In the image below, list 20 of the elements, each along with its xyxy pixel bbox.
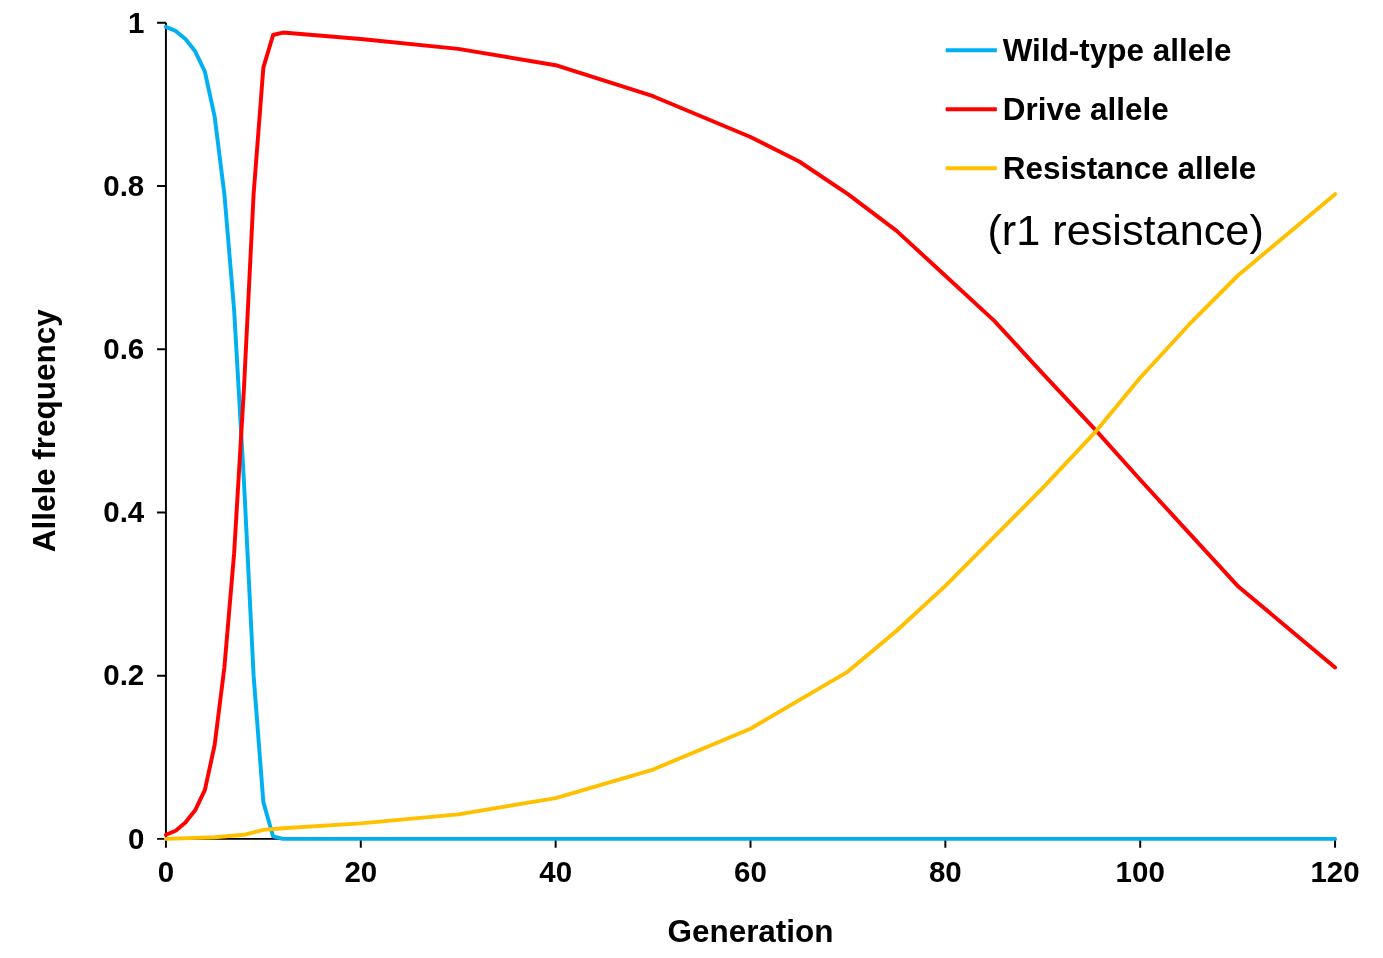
x-tick-label: 20	[344, 855, 378, 889]
legend-label: Drive allele	[1002, 92, 1169, 128]
legend-label: Wild-type allele	[1002, 33, 1232, 69]
line-series	[163, 192, 1338, 841]
x-axis-title: Generation	[667, 914, 834, 950]
x-tick-label: 40	[539, 855, 573, 889]
annotation: (r1 resistance)	[987, 205, 1264, 254]
x-tick-label: 120	[1310, 855, 1360, 889]
x-tick-label: 100	[1115, 855, 1165, 889]
x-tick-label: 80	[928, 855, 962, 889]
x-tick-label: 0	[157, 855, 175, 889]
x-tick-label: 60	[734, 855, 767, 889]
y-tick-label: 0.6	[103, 332, 145, 366]
y-tick-label: 0.4	[103, 495, 145, 529]
y-axis-title: Allele frequency	[26, 308, 62, 553]
y-tick-label: 0.2	[103, 658, 145, 692]
legend-label: Resistance allele	[1002, 151, 1257, 187]
y-tick-label: 0.8	[103, 168, 145, 202]
y-tick-label: 1	[127, 5, 145, 39]
y-tick-label: 0	[127, 821, 145, 855]
